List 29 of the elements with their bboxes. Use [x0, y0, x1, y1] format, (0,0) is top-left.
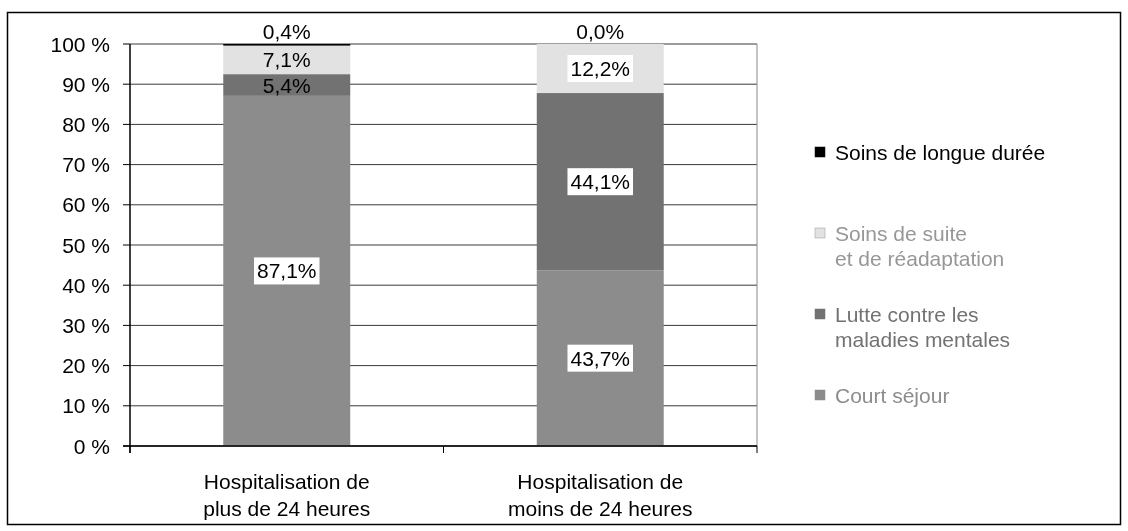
- legend-label: Soins de suite et de réadaptation: [835, 221, 1005, 270]
- data-label: 43,7%: [570, 346, 631, 370]
- data-label: 0,0%: [576, 20, 625, 43]
- y-tick-label: 60 %: [62, 193, 110, 217]
- y-tick-label: 100 %: [50, 32, 110, 56]
- y-tick-label: 20 %: [62, 354, 110, 378]
- y-tick-label: 30 %: [62, 313, 110, 337]
- legend-label: Soins de longue durée: [835, 140, 1046, 164]
- y-tick-label: 80 %: [62, 112, 110, 136]
- data-label: 0,4%: [262, 20, 311, 43]
- bar: [536, 270, 664, 446]
- data-label: 87,1%: [256, 259, 317, 283]
- bar: [536, 93, 664, 271]
- y-tick-label: 10 %: [62, 394, 110, 418]
- legend-label: Lutte contre les maladies mentales: [835, 302, 1011, 351]
- data-label: 12,2%: [570, 57, 631, 81]
- x-tick-label: Hospitalisation de moins de 24 heures: [508, 469, 693, 520]
- x-tick-label: Hospitalisation de plus de 24 heures: [203, 469, 371, 520]
- data-label: 44,1%: [570, 170, 631, 194]
- data-label: 7,1%: [262, 48, 311, 72]
- y-tick-label: 70 %: [62, 153, 110, 177]
- y-tick-label: 50 %: [62, 233, 110, 257]
- y-tick-label: 90 %: [62, 72, 110, 96]
- y-tick-label: 0 %: [73, 434, 110, 458]
- legend-label: Court séjour: [835, 383, 950, 407]
- data-label: 5,4%: [262, 73, 311, 97]
- y-tick-label: 40 %: [62, 273, 110, 297]
- bar: [223, 45, 351, 75]
- bar: [223, 95, 351, 446]
